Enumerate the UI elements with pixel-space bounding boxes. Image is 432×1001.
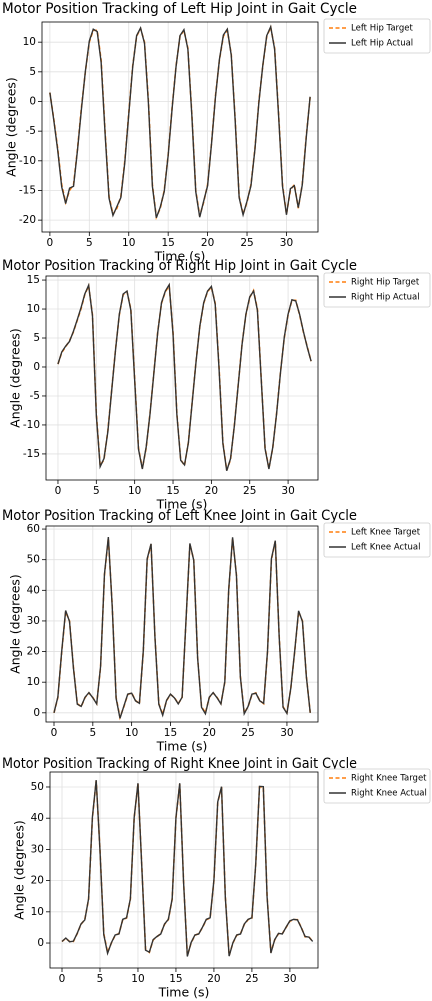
plot-frame — [45, 275, 319, 481]
x-tick-label: 0 — [47, 237, 54, 249]
y-tick-label: -10 — [19, 155, 36, 167]
x-tick-label: 25 — [241, 727, 254, 739]
y-tick-label: 0 — [33, 707, 40, 719]
y-tick-label: -20 — [19, 214, 36, 226]
legend-label: Right Hip Target — [351, 278, 420, 288]
legend-box — [323, 522, 431, 558]
y-tick-label: -15 — [23, 448, 40, 460]
y-tick-label: 0 — [29, 95, 36, 107]
y-tick-label: 15 — [27, 274, 40, 286]
y-axis-label: Angle (degrees) — [8, 328, 23, 428]
legend-label: Right Hip Actual — [351, 293, 420, 303]
x-tick-label: 0 — [55, 485, 62, 497]
legend-box — [323, 272, 431, 308]
y-tick-label: -15 — [19, 184, 36, 196]
y-tick-label: 40 — [27, 584, 40, 596]
y-tick-label: 50 — [31, 781, 44, 793]
chart-title: Motor Position Tracking of Left Knee Joi… — [2, 508, 357, 524]
x-tick-label: 5 — [93, 485, 100, 497]
chart-title: Motor Position Tracking of Left Hip Join… — [2, 1, 357, 17]
x-tick-label: 10 — [128, 485, 141, 497]
y-tick-label: 0 — [33, 361, 40, 373]
x-tick-label: 30 — [280, 727, 293, 739]
x-tick-label: 0 — [51, 727, 58, 739]
x-tick-label: 30 — [283, 973, 296, 985]
plot-frame — [41, 21, 319, 233]
x-tick-label: 5 — [86, 237, 93, 249]
y-tick-label: 10 — [27, 676, 40, 688]
y-tick-label: 5 — [29, 66, 36, 78]
plot-frame — [49, 771, 319, 969]
y-tick-label: 10 — [31, 906, 44, 918]
x-tick-label: 5 — [89, 727, 96, 739]
x-axis-label: Time (s) — [154, 249, 206, 264]
x-tick-label: 15 — [164, 727, 177, 739]
x-tick-label: 25 — [245, 973, 258, 985]
y-axis-label: Angle (degrees) — [8, 574, 23, 674]
x-axis-label: Time (s) — [158, 985, 210, 1000]
y-tick-label: 20 — [27, 646, 40, 658]
x-tick-label: 15 — [169, 973, 182, 985]
legend-label: Left Knee Actual — [351, 543, 420, 553]
x-tick-label: 0 — [59, 973, 66, 985]
legend-label: Right Knee Actual — [351, 789, 427, 799]
y-tick-label: 30 — [27, 615, 40, 627]
plot-frame — [45, 525, 319, 723]
y-tick-label: 5 — [33, 332, 40, 344]
x-tick-label: 15 — [161, 237, 174, 249]
x-tick-label: 5 — [97, 973, 104, 985]
x-tick-label: 30 — [280, 237, 293, 249]
x-tick-label: 10 — [125, 727, 138, 739]
x-axis-label: Time (s) — [156, 497, 208, 512]
x-axis-label: Time (s) — [156, 739, 208, 754]
chart-title: Motor Position Tracking of Right Knee Jo… — [2, 756, 357, 772]
legend-label: Right Knee Target — [351, 774, 427, 784]
x-tick-label: 10 — [131, 973, 144, 985]
y-tick-label: 50 — [27, 554, 40, 566]
chart-title: Motor Position Tracking of Right Hip Joi… — [2, 258, 357, 274]
x-tick-label: 25 — [243, 485, 256, 497]
y-tick-label: 40 — [31, 812, 44, 824]
x-tick-label: 20 — [203, 727, 216, 739]
data-line — [49, 24, 311, 219]
x-tick-label: 20 — [201, 237, 214, 249]
y-tick-label: -10 — [23, 419, 40, 431]
y-tick-label: 0 — [37, 937, 44, 949]
y-tick-label: 20 — [31, 875, 44, 887]
x-tick-label: 20 — [205, 485, 218, 497]
x-tick-label: 30 — [281, 485, 294, 497]
y-tick-label: -5 — [26, 125, 36, 137]
x-tick-label: 20 — [207, 973, 220, 985]
y-tick-label: 10 — [23, 36, 36, 48]
data-line — [53, 536, 311, 719]
legend-label: Left Knee Target — [351, 528, 421, 538]
legend-label: Left Hip Target — [351, 24, 414, 34]
x-tick-label: 25 — [240, 237, 253, 249]
x-tick-label: 10 — [122, 237, 135, 249]
data-line — [61, 780, 314, 957]
y-tick-label: 60 — [27, 523, 40, 535]
data-line — [57, 282, 312, 471]
y-tick-label: 30 — [31, 843, 44, 855]
legend-label: Left Hip Actual — [351, 39, 413, 49]
legend-box — [323, 18, 431, 54]
y-axis-label: Angle (degrees) — [12, 820, 27, 920]
y-tick-label: 10 — [27, 303, 40, 315]
x-tick-label: 15 — [166, 485, 179, 497]
legend-box — [323, 768, 431, 804]
y-tick-label: -5 — [30, 390, 40, 402]
y-axis-label: Angle (degrees) — [4, 77, 19, 177]
